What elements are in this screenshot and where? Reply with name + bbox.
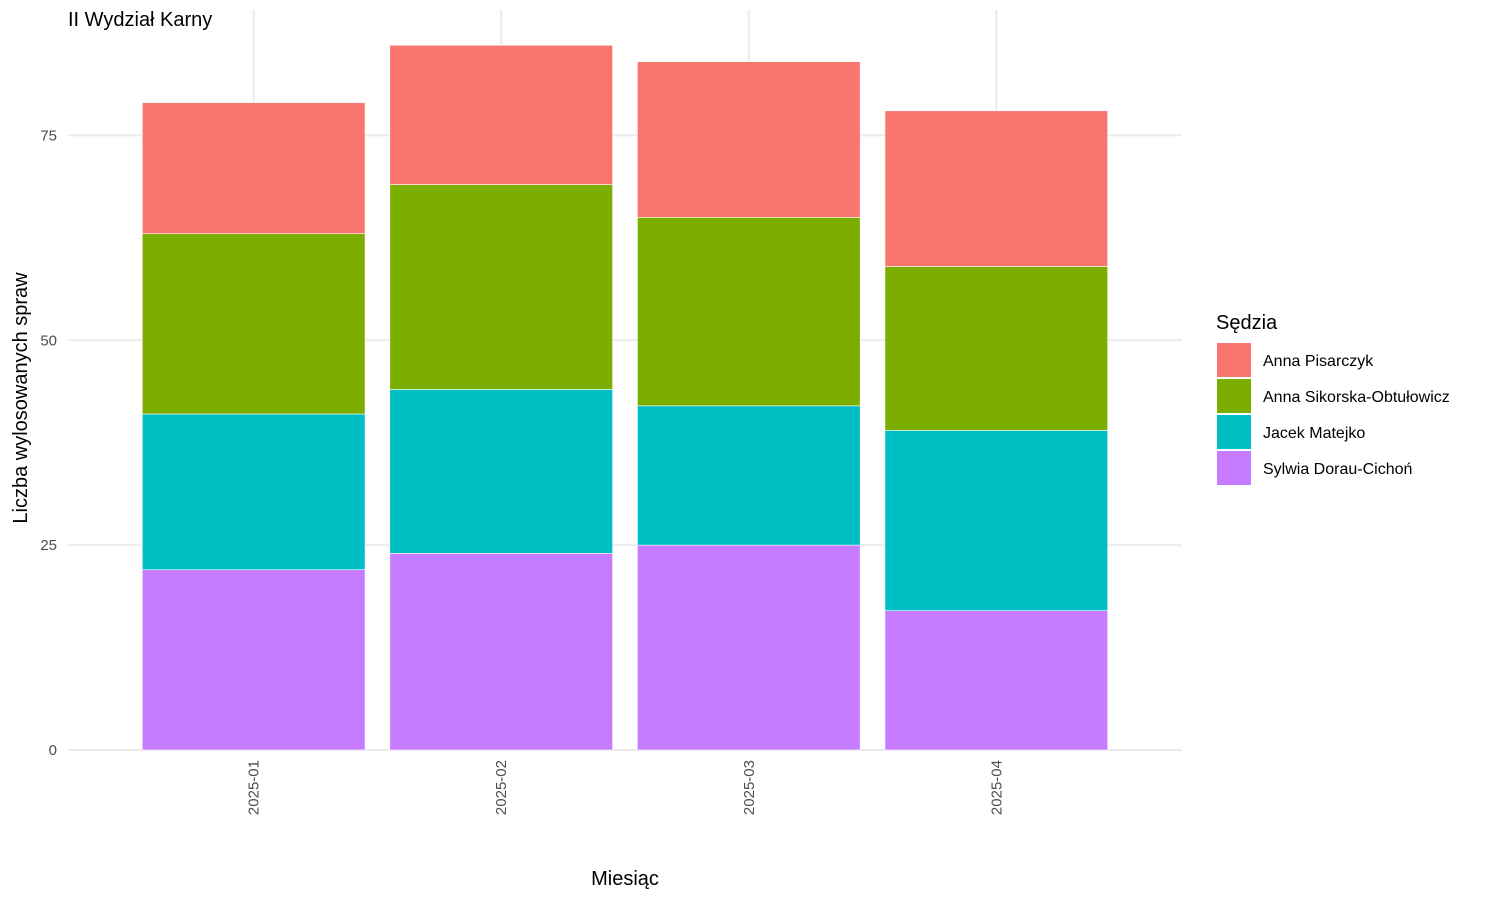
y-tick-label: 0 <box>49 742 57 759</box>
legend-swatch <box>1217 379 1251 413</box>
bars-layer <box>141 44 1109 751</box>
legend-label: Sylwia Dorau-Cichoń <box>1263 461 1412 478</box>
legend-swatch <box>1217 451 1251 485</box>
legend-label: Anna Sikorska-Obtułowicz <box>1263 389 1450 406</box>
bar-segment <box>884 430 1109 611</box>
x-tick-label: 2025-04 <box>988 760 1005 815</box>
chart-title: II Wydział Karny <box>68 9 212 31</box>
x-tick-label: 2025-01 <box>246 760 263 815</box>
bar-segment <box>637 61 861 218</box>
bar-segment <box>884 110 1109 267</box>
bar-segment <box>637 405 861 546</box>
bar-segment <box>884 610 1109 751</box>
y-tick-label: 75 <box>40 127 57 144</box>
legend-items: Anna Pisarczyk Anna Sikorska-Obtułowicz Ja… <box>1217 343 1450 485</box>
x-tick-label: 2025-02 <box>493 760 510 815</box>
x-tick-label: 2025-03 <box>741 760 758 815</box>
bar-segment <box>389 184 613 390</box>
bar-segment <box>637 217 861 407</box>
legend-swatch <box>1217 343 1251 377</box>
legend-label: Jacek Matejko <box>1263 425 1365 442</box>
bar-segment <box>637 544 861 751</box>
bar-segment <box>884 266 1109 431</box>
bar-segment <box>141 569 366 751</box>
legend-title: Sędzia <box>1216 312 1278 334</box>
y-axis-ticks: 0 25 50 75 <box>40 127 57 759</box>
y-tick-label: 25 <box>40 537 57 554</box>
legend: Sędzia Anna Pisarczyk Anna Sikorska-Obtuł… <box>1216 312 1450 485</box>
bar-segment <box>389 553 613 751</box>
bar-segment <box>141 413 366 571</box>
y-axis-title: Liczba wylosowanych spraw <box>10 272 32 524</box>
y-tick-label: 50 <box>40 332 57 349</box>
x-axis-title: Miesiąc <box>591 868 659 890</box>
bar-segment <box>389 44 613 185</box>
x-axis-ticks: 2025-01 2025-02 2025-03 2025-04 <box>246 760 1006 815</box>
bar-segment <box>141 102 366 235</box>
legend-label: Anna Pisarczyk <box>1263 353 1374 370</box>
bar-segment <box>389 389 613 554</box>
legend-swatch <box>1217 415 1251 449</box>
bar-segment <box>141 233 366 415</box>
